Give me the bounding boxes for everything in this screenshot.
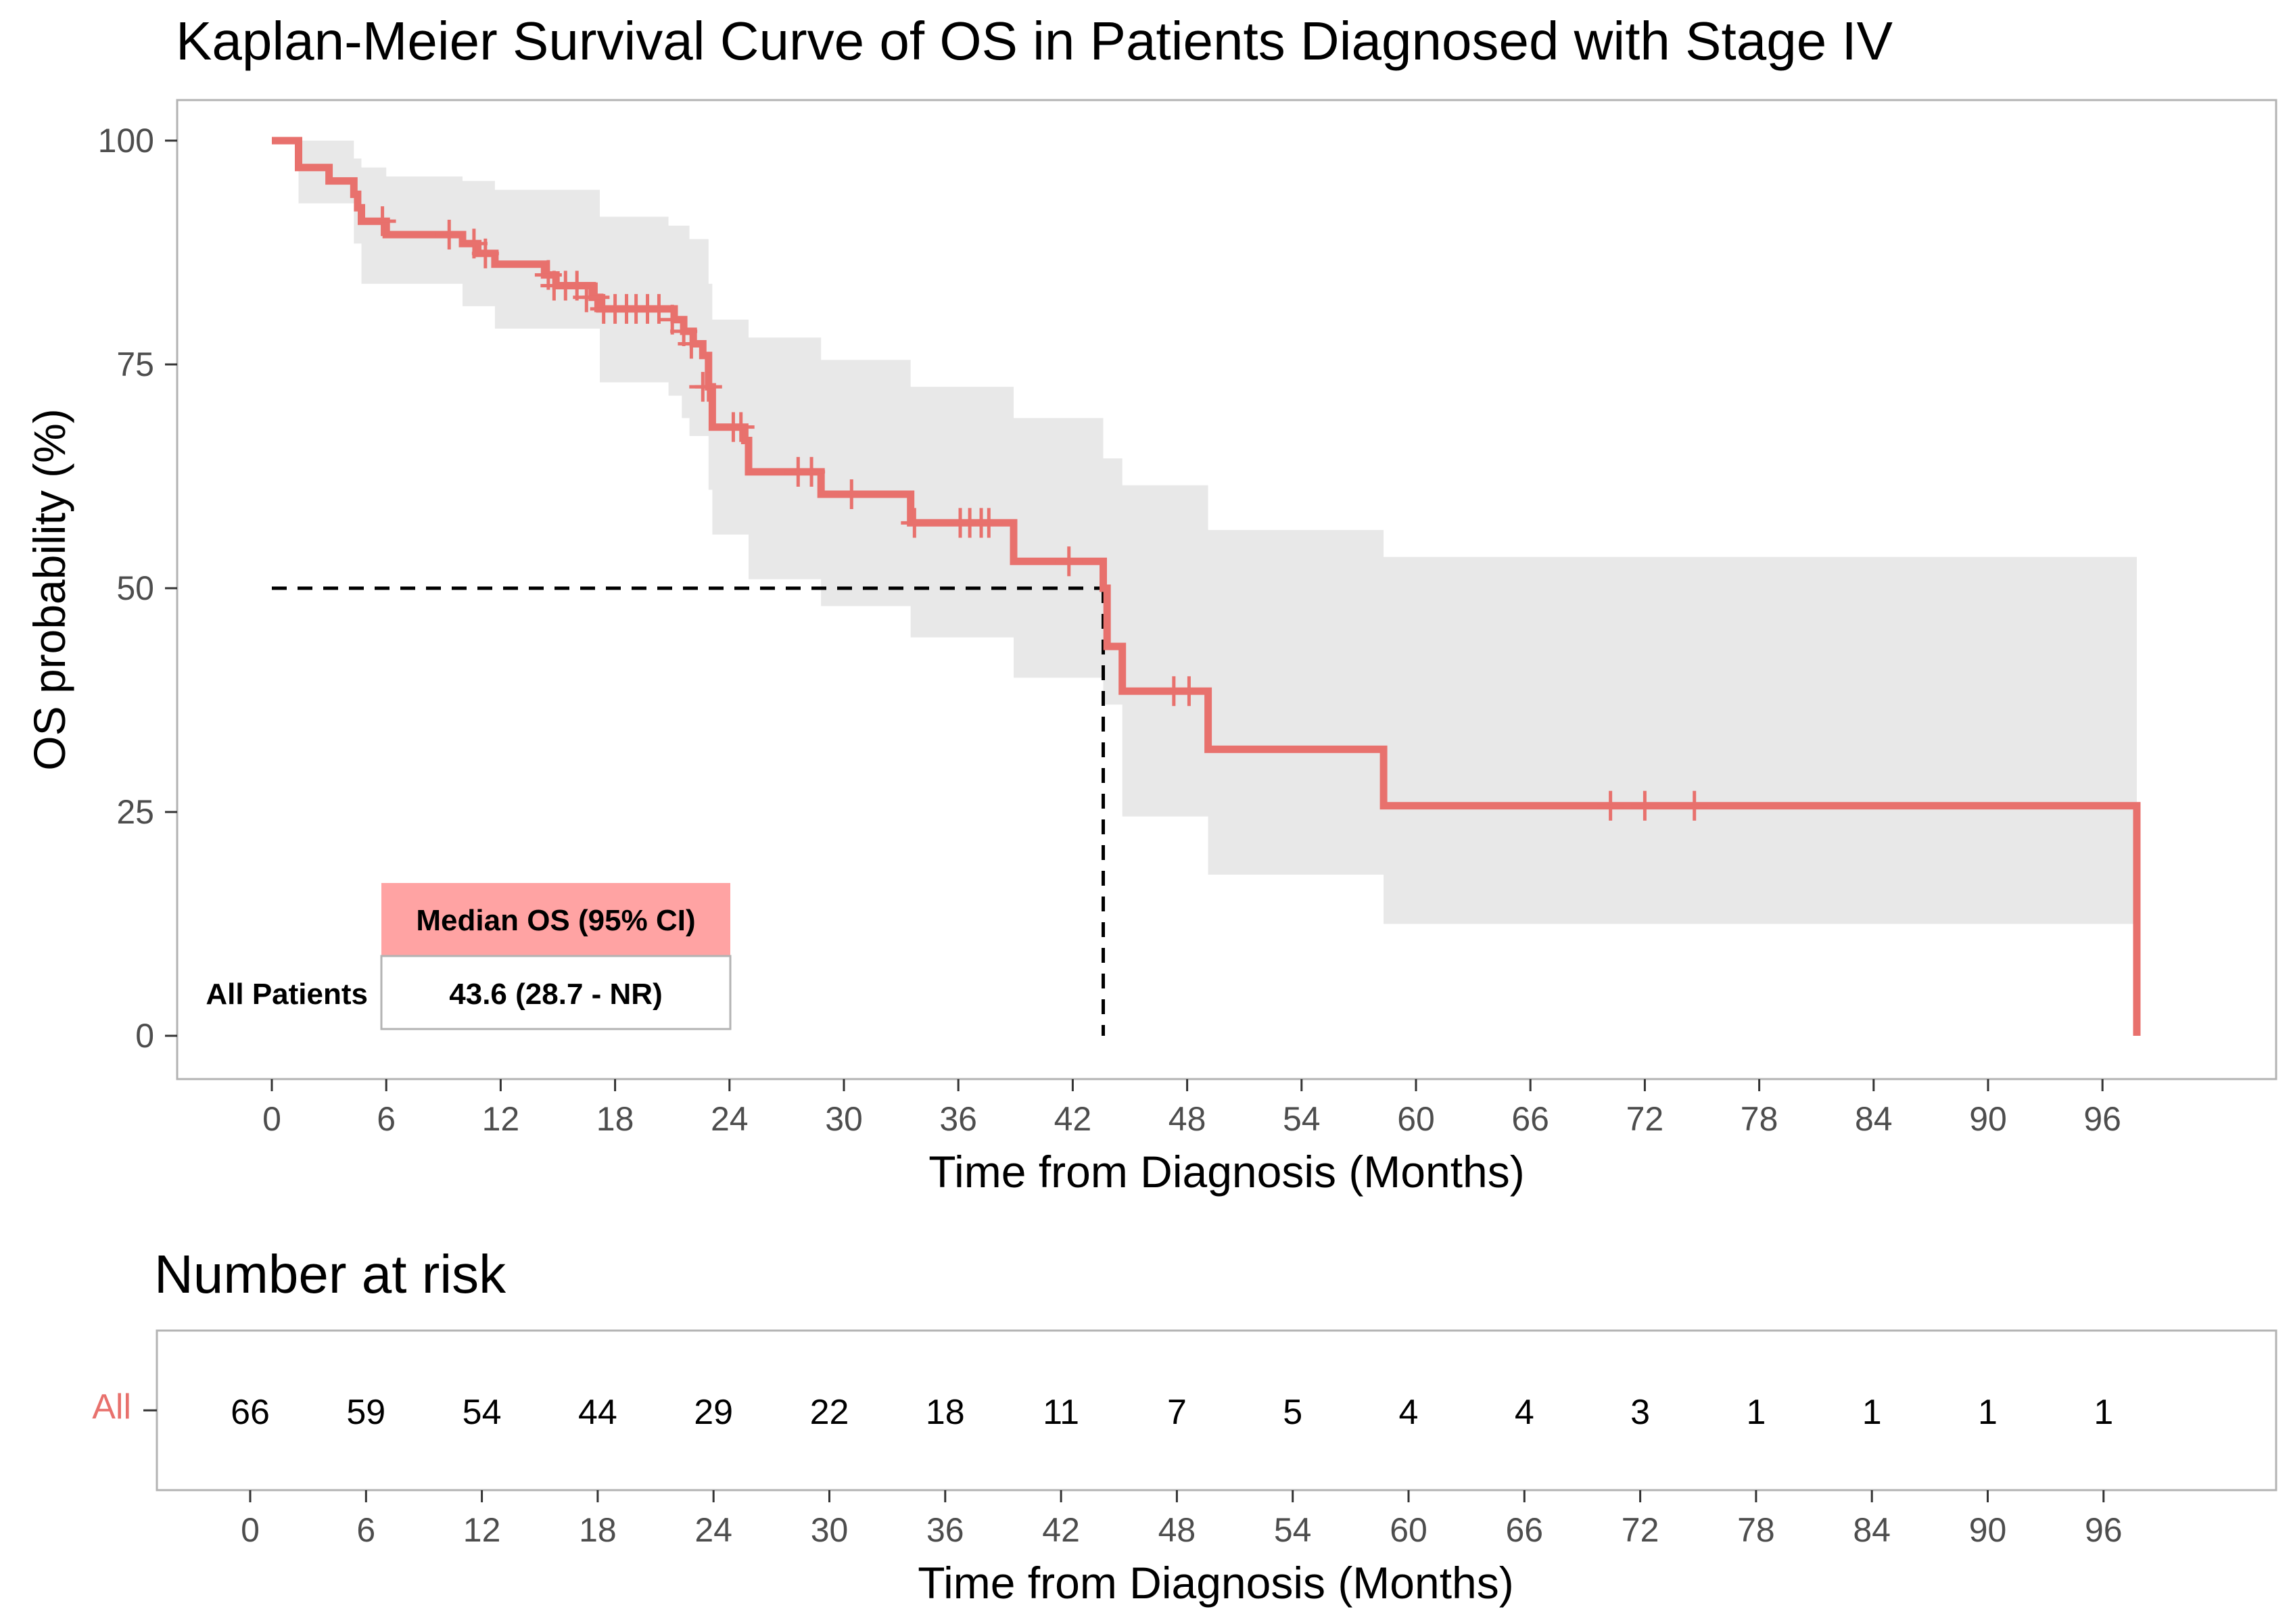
risk-x-tick-label: 96 — [2085, 1511, 2123, 1549]
risk-x-axis: 0 6 12 18 24 30 36 42 48 54 60 66 72 78 84 90 96 — [241, 1490, 2123, 1549]
risk-count: 59 — [346, 1393, 385, 1432]
risk-count: 44 — [578, 1393, 617, 1432]
risk-count: 18 — [926, 1393, 965, 1432]
risk-x-tick-label: 54 — [1274, 1511, 1312, 1549]
risk-x-tick-label: 90 — [1969, 1511, 2007, 1549]
censor-mark — [471, 238, 499, 268]
censor-mark — [798, 456, 826, 487]
x-tick-label: 90 — [1969, 1100, 2007, 1138]
risk-count: 11 — [1043, 1393, 1079, 1432]
censor-mark — [727, 412, 755, 442]
x-tick-label: 54 — [1283, 1100, 1321, 1138]
x-tick-label: 0 — [262, 1100, 281, 1138]
risk-x-tick-label: 24 — [694, 1511, 732, 1549]
censor-mark — [659, 304, 686, 335]
y-tick-label: 50 — [116, 569, 154, 607]
risk-count: 1 — [2094, 1393, 2113, 1432]
ci-band — [272, 141, 2137, 924]
x-tick-label: 96 — [2083, 1100, 2121, 1138]
median-table-value: 43.6 (28.7 - NR) — [449, 978, 662, 1011]
censor-mark — [901, 508, 928, 538]
censor-mark — [1631, 790, 1659, 821]
censor-mark — [1055, 546, 1083, 577]
risk-x-tick-label: 30 — [811, 1511, 849, 1549]
median-table-header-cell — [381, 883, 730, 956]
risk-count: 29 — [694, 1393, 733, 1432]
risk-x-tick-label: 6 — [356, 1511, 375, 1549]
chart-title: Kaplan-Meier Survival Curve of OS in Pat… — [176, 11, 1893, 71]
censor-mark — [694, 372, 722, 402]
censor-mark — [838, 479, 866, 509]
y-tick-label: 75 — [116, 345, 154, 383]
x-tick-label: 30 — [825, 1100, 863, 1138]
y-tick-label: 100 — [98, 122, 154, 160]
median-table-row-label: All Patients — [206, 978, 368, 1011]
censor-marks-group — [369, 206, 1708, 821]
risk-count: 4 — [1515, 1393, 1534, 1432]
censor-mark — [975, 508, 1003, 538]
x-tick-label: 42 — [1054, 1100, 1092, 1138]
x-tick-label: 78 — [1741, 1100, 1778, 1138]
y-tick-label: 25 — [116, 793, 154, 831]
x-tick-label: 84 — [1855, 1100, 1893, 1138]
risk-x-tick-label: 42 — [1042, 1511, 1080, 1549]
risk-x-axis-title: Time from Diagnosis (Months) — [918, 1558, 1513, 1608]
risk-count: 1 — [1978, 1393, 1998, 1432]
risk-count: 5 — [1283, 1393, 1302, 1432]
censor-mark — [369, 206, 396, 237]
y-axis: 0 25 50 75 100 — [98, 122, 177, 1055]
x-tick-label: 6 — [377, 1100, 396, 1138]
x-tick-label: 24 — [711, 1100, 749, 1138]
risk-table-title: Number at risk — [154, 1244, 506, 1304]
median-table-header: Median OS (95% CI) — [416, 904, 695, 937]
risk-x-tick-label: 84 — [1853, 1511, 1891, 1549]
risk-count: 3 — [1630, 1393, 1650, 1432]
censor-mark — [1680, 790, 1708, 821]
risk-x-tick-label: 60 — [1390, 1511, 1427, 1549]
risk-counts-group: 66 59 54 44 29 22 18 11 7 5 4 4 3 1 1 1 1 — [231, 1393, 2113, 1432]
risk-x-tick-label: 12 — [463, 1511, 501, 1549]
x-tick-label: 48 — [1168, 1100, 1206, 1138]
x-tick-label: 18 — [596, 1100, 634, 1138]
censor-mark — [678, 329, 705, 359]
x-tick-label: 36 — [939, 1100, 977, 1138]
risk-table-panel — [156, 1329, 2277, 1491]
x-axis-title: Time from Diagnosis (Months) — [928, 1147, 1524, 1197]
censor-mark — [1175, 676, 1203, 707]
x-tick-label: 72 — [1626, 1100, 1664, 1138]
risk-x-tick-label: 18 — [579, 1511, 617, 1549]
risk-x-tick-label: 0 — [241, 1511, 260, 1549]
risk-count: 1 — [1746, 1393, 1766, 1432]
risk-count: 7 — [1167, 1393, 1187, 1432]
x-tick-label: 66 — [1511, 1100, 1549, 1138]
ci-band-group — [272, 141, 2137, 924]
x-axis: 0 6 12 18 24 30 36 42 48 54 60 66 72 78 84 90 96 — [262, 1079, 2121, 1138]
censor-mark — [1597, 790, 1624, 821]
risk-x-tick-label: 78 — [1737, 1511, 1775, 1549]
y-tick-label: 0 — [135, 1017, 154, 1055]
risk-x-tick-label: 66 — [1505, 1511, 1543, 1549]
risk-x-tick-label: 48 — [1158, 1511, 1196, 1549]
x-tick-label: 60 — [1397, 1100, 1435, 1138]
median-reference-lines — [272, 586, 1106, 1036]
x-tick-label: 12 — [482, 1100, 520, 1138]
median-table-value-cell — [380, 955, 732, 1030]
risk-strata-label: All — [92, 1387, 131, 1427]
risk-count: 22 — [810, 1393, 849, 1432]
censor-mark — [435, 220, 463, 250]
y-axis-title: OS probability (%) — [24, 408, 74, 771]
risk-count: 1 — [1862, 1393, 1882, 1432]
risk-x-tick-label: 36 — [926, 1511, 964, 1549]
risk-count: 66 — [231, 1393, 270, 1432]
risk-count: 54 — [463, 1393, 502, 1432]
risk-x-tick-label: 72 — [1622, 1511, 1659, 1549]
risk-count: 4 — [1399, 1393, 1419, 1432]
